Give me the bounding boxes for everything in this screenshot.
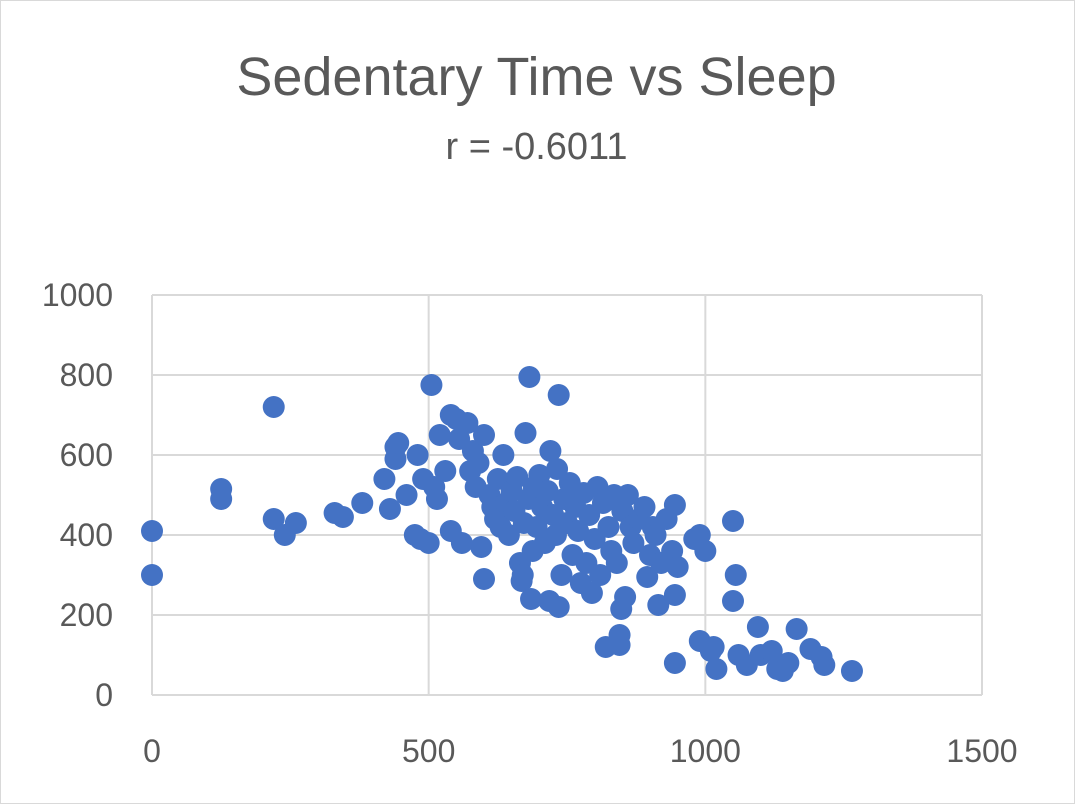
scatter-point — [666, 556, 689, 578]
scatter-point — [567, 520, 590, 542]
scatter-point — [141, 564, 163, 586]
scatter-point — [785, 618, 808, 640]
scatter-point — [497, 524, 520, 546]
scatter-point — [705, 658, 728, 680]
scatter-point — [262, 396, 285, 418]
x-axis-ticks: 0 500 1000 1500 — [143, 733, 1017, 769]
x-tick-label: 1000 — [670, 733, 741, 769]
scatter-point — [547, 384, 570, 406]
scatter-point — [262, 508, 285, 530]
scatter-point — [702, 636, 725, 658]
scatter-point — [395, 484, 418, 506]
scatter-point — [694, 540, 717, 562]
scatter-point — [608, 634, 631, 656]
scatter-point — [644, 524, 667, 546]
scatter-point — [663, 494, 686, 516]
y-axis-ticks: 0 200 400 600 800 1000 — [42, 277, 113, 713]
scatter-point — [636, 566, 659, 588]
scatter-point — [589, 564, 612, 586]
scatter-point — [546, 458, 569, 480]
scatter-point — [614, 586, 637, 608]
scatter-point — [506, 466, 529, 488]
scatter-point — [473, 424, 495, 446]
scatter-point — [840, 660, 863, 682]
scatter-point — [520, 588, 543, 610]
scatter-point — [722, 510, 744, 532]
scatter-point — [616, 484, 639, 506]
scatter-point — [284, 512, 307, 534]
y-tick-label: 400 — [60, 517, 113, 553]
scatter-point — [511, 564, 534, 586]
scatter-point — [633, 496, 656, 518]
scatter-point — [425, 488, 448, 510]
y-tick-label: 800 — [60, 357, 113, 393]
y-tick-label: 600 — [60, 437, 113, 473]
scatter-point — [514, 422, 537, 444]
scatter-point — [470, 536, 493, 558]
scatter-point — [420, 374, 443, 396]
scatter-point — [663, 584, 686, 606]
scatter-point — [378, 498, 401, 520]
scatter-point — [724, 564, 747, 586]
y-tick-label: 0 — [95, 677, 113, 713]
scatter-point — [387, 432, 410, 454]
scatter-point — [722, 590, 744, 612]
scatter-point — [647, 594, 670, 616]
scatter-point — [550, 564, 573, 586]
x-tick-label: 500 — [402, 733, 455, 769]
scatter-point — [406, 444, 429, 466]
y-tick-label: 200 — [60, 597, 113, 633]
y-tick-label: 1000 — [42, 277, 113, 313]
scatter-point — [746, 616, 769, 638]
x-tick-label: 1500 — [946, 733, 1017, 769]
scatter-point — [605, 552, 628, 574]
scatter-point — [813, 654, 836, 676]
scatter-point — [597, 516, 620, 538]
scatter-point — [351, 492, 374, 514]
scatter-point — [141, 520, 163, 542]
scatter-point — [547, 596, 570, 618]
scatter-point — [373, 468, 396, 490]
scatter-point — [539, 440, 562, 462]
scatter-point — [760, 640, 783, 662]
scatter-point — [450, 532, 473, 554]
scatter-point — [210, 488, 233, 510]
scatter-point — [331, 506, 354, 528]
scatter-point — [473, 568, 495, 590]
scatter-point — [777, 652, 800, 674]
x-tick-label: 0 — [143, 733, 161, 769]
scatter-point — [622, 532, 645, 554]
scatter-point — [663, 652, 686, 674]
scatter-point — [536, 480, 559, 502]
chart-title: Sedentary Time vs Sleep — [236, 47, 837, 107]
scatter-point — [456, 412, 479, 434]
scatter-point — [434, 460, 457, 482]
scatter-point — [580, 582, 603, 604]
scatter-point — [428, 424, 451, 446]
scatter-point — [467, 452, 490, 474]
data-points — [141, 366, 863, 682]
scatter-point — [518, 366, 541, 388]
chart-subtitle: r = -0.6011 — [445, 126, 628, 168]
scatter-point — [417, 532, 440, 554]
scatter-point — [492, 444, 515, 466]
